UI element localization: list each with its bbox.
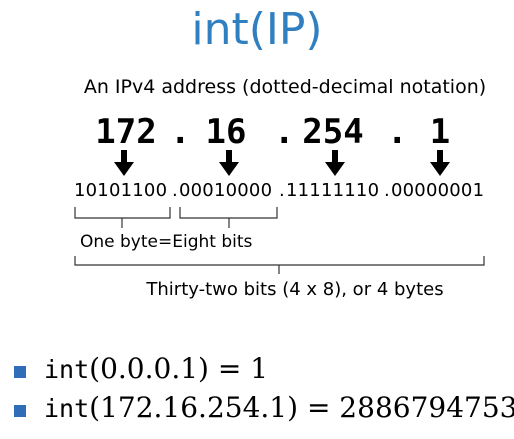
formula-result: = 1	[208, 352, 269, 385]
binary-dot-3: .	[384, 180, 390, 201]
byte-label: One byte=Eight bits	[80, 232, 253, 252]
arrow-down-icon	[325, 150, 345, 176]
binary-octet-4: 00000001	[391, 180, 485, 201]
bullet-square-icon	[14, 405, 26, 417]
octet-dot-1: .	[170, 112, 191, 152]
binary-octet-3: 11111110	[286, 180, 380, 201]
binary-octet-2: 00010000	[179, 180, 273, 201]
binary-dot-1: .	[172, 180, 178, 201]
formula-arg: (0.0.0.1)	[89, 352, 209, 385]
formula-fn: int	[44, 394, 90, 423]
bracket-byte-2	[179, 207, 278, 219]
diagram-subtitle: An IPv4 address (dotted-decimal notation…	[83, 76, 487, 98]
example-formula-1: int(0.0.0.1) = 1	[44, 352, 268, 385]
octet-dot-3: .	[387, 112, 408, 152]
bracket-all-bits	[74, 256, 485, 266]
total-bits-label: Thirty-two bits (4 x 8), or 4 bytes	[146, 279, 444, 300]
formula-arg: (172.16.254.1)	[89, 391, 299, 424]
page-title: int(IP)	[0, 4, 514, 55]
octet-dot-2: .	[274, 112, 295, 152]
formula-fn: int	[44, 355, 90, 384]
binary-octet-1: 10101100	[74, 180, 168, 201]
byte-brackets	[74, 207, 485, 274]
title-text: int(IP)	[191, 4, 323, 55]
example-formula-2: int(172.16.254.1) = 2886794753	[44, 391, 514, 424]
formula-result: = 2886794753	[298, 391, 514, 424]
binary-dot-2: .	[279, 180, 285, 201]
octet-2: 16	[205, 112, 247, 152]
octet-3: 254	[302, 112, 364, 152]
octet-4: 1	[429, 112, 451, 152]
arrow-down-icon	[219, 150, 239, 176]
octet-1: 172	[95, 112, 157, 152]
arrow-down-icon	[430, 150, 450, 176]
bullet-square-icon	[14, 366, 26, 378]
arrow-down-icon	[114, 150, 134, 176]
bracket-byte-1	[74, 207, 171, 219]
